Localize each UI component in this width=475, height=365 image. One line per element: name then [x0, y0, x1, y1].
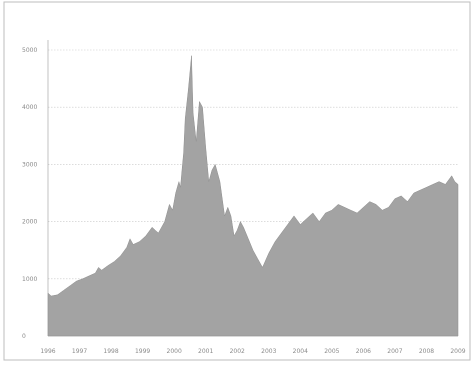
x-tick-label: 2003 — [261, 348, 276, 355]
x-tick-label: 2001 — [198, 348, 213, 355]
chart-border — [3, 1, 471, 361]
x-tick-label: 1996 — [40, 348, 55, 355]
y-tick-labels: 0 1000 2000 3000 4000 5000 — [22, 47, 37, 340]
area-series-path — [47, 55, 459, 337]
x-tick-label: 2009 — [450, 348, 465, 355]
x-tick-label: 2007 — [387, 348, 402, 355]
x-tick-label: 2008 — [419, 348, 434, 355]
x-tick-label: 2004 — [293, 348, 308, 355]
x-tick-label: 1998 — [103, 348, 118, 355]
axes — [47, 40, 458, 337]
x-tick-labels: 1996 1997 1998 1999 2000 2001 2002 2003 2004 2005… — [40, 348, 465, 355]
x-tick-label: 2002 — [230, 348, 245, 355]
y-tick-label: 1000 — [22, 276, 37, 283]
x-tick-label: 1997 — [72, 348, 87, 355]
y-tick-label: 2000 — [22, 219, 37, 226]
area-series — [47, 55, 459, 337]
y-tick-label: 0 — [22, 333, 26, 340]
x-tick-label: 1999 — [135, 348, 150, 355]
y-tick-label: 5000 — [22, 47, 37, 54]
y-tick-label: 3000 — [22, 161, 37, 168]
x-tick-label: 2006 — [356, 348, 371, 355]
x-tick-label: 2000 — [167, 348, 182, 355]
y-tick-label: 4000 — [22, 104, 37, 111]
x-tick-label: 2005 — [324, 348, 339, 355]
